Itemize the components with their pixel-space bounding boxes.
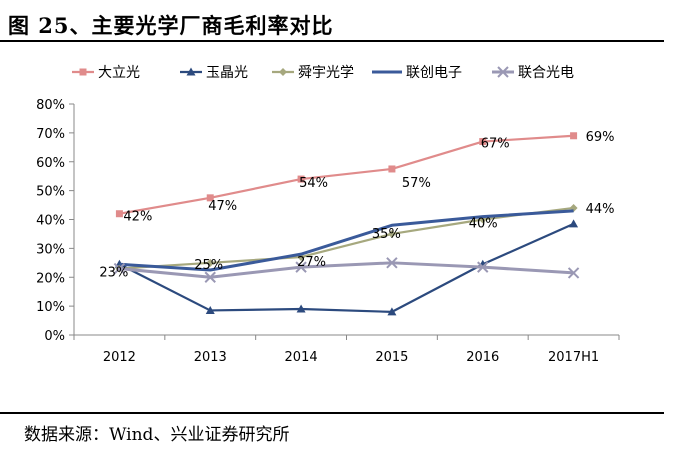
- data-point: [570, 132, 578, 140]
- legend-marker: [186, 67, 196, 76]
- series-line: [119, 206, 574, 270]
- x-tick-label: 2015: [375, 350, 408, 365]
- legend-label: 大立光: [98, 65, 140, 81]
- y-tick-label: 30%: [36, 242, 65, 257]
- data-point: [567, 267, 580, 279]
- data-point: [113, 262, 126, 275]
- y-tick-label: 50%: [36, 185, 65, 200]
- x-tick-label: 2013: [194, 350, 227, 365]
- data-label: 54%: [299, 176, 328, 191]
- data-label: 40%: [469, 217, 498, 232]
- series-line: [119, 261, 574, 279]
- y-tick-label: 20%: [36, 271, 65, 286]
- y-tick-label: 10%: [36, 300, 65, 315]
- y-tick-label: 40%: [36, 214, 65, 229]
- data-label: 23%: [99, 266, 128, 281]
- data-point: [295, 261, 307, 273]
- series-line: [119, 134, 574, 215]
- data-point: [115, 210, 123, 218]
- legend-marker: [497, 66, 509, 78]
- data-label: 42%: [123, 210, 152, 225]
- data-label: 35%: [372, 227, 401, 242]
- y-tick-label: 80%: [36, 98, 65, 113]
- y-tick-label: 60%: [36, 156, 65, 171]
- legend-marker: [279, 68, 287, 76]
- data-label: 57%: [402, 176, 431, 191]
- series-line: [118, 222, 575, 313]
- y-tick-label: 70%: [36, 127, 65, 142]
- source-note: 数据来源：Wind、兴业证券研究所: [24, 425, 290, 445]
- data-point: [569, 219, 579, 228]
- data-label: 44%: [586, 202, 615, 217]
- top-rule: [0, 40, 664, 42]
- legend-label: 玉晶光: [206, 65, 248, 81]
- data-label: 27%: [297, 255, 326, 270]
- bottom-rule: [0, 412, 664, 414]
- data-point: [387, 307, 397, 316]
- legend-marker: [79, 68, 87, 76]
- data-point: [205, 305, 215, 314]
- x-tick-label: 2016: [466, 350, 499, 365]
- data-point: [477, 261, 489, 273]
- y-tick-label: 0%: [44, 329, 65, 344]
- data-point: [206, 258, 215, 267]
- x-tick-label: 2014: [285, 350, 318, 365]
- data-point: [387, 229, 396, 238]
- legend-label: 舜宇光学: [298, 65, 354, 81]
- data-label: 69%: [586, 130, 615, 145]
- figure-title: 图 25、主要光学厂商毛利率对比: [8, 13, 334, 38]
- data-point: [204, 271, 216, 283]
- x-tick-label: 2017H1: [548, 350, 599, 365]
- data-point: [206, 194, 214, 202]
- data-point: [388, 165, 396, 173]
- legend-label: 联合光电: [518, 65, 574, 81]
- data-label: 25%: [194, 258, 223, 273]
- x-tick-label: 2012: [103, 350, 136, 365]
- data-point: [386, 257, 398, 269]
- data-point: [297, 175, 305, 183]
- series-line: [119, 209, 574, 272]
- data-point: [479, 138, 487, 146]
- data-label: 67%: [481, 137, 510, 152]
- data-point: [296, 304, 306, 313]
- data-label: 47%: [208, 199, 237, 214]
- legend-label: 联创电子: [406, 65, 462, 81]
